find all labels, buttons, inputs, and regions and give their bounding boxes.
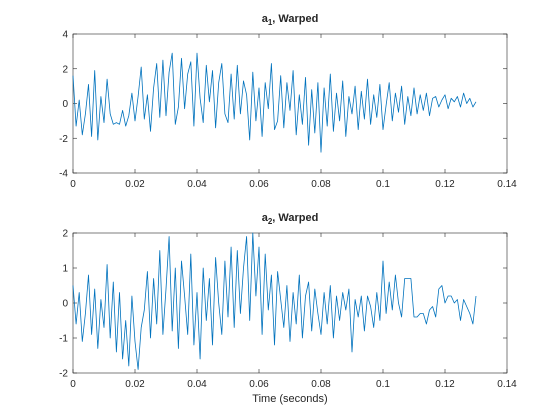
series-line — [72, 52, 477, 153]
y-tick-label: -4 — [59, 169, 68, 180]
x-tick-label: 0.08 — [311, 179, 331, 190]
x-tick-label: 0.1 — [376, 379, 390, 390]
y-tick-label: 0 — [62, 99, 68, 110]
series-line — [72, 232, 477, 370]
axes-2: 0 0.02 0.04 0.06 0.08 0.1 0.12 0.14 -2 -1 0 1 2 a2, W… — [59, 212, 517, 405]
x-tick-label: 0.08 — [311, 379, 331, 390]
x-tick-label: 0.02 — [125, 379, 145, 390]
y-tick-label: 0 — [62, 299, 68, 310]
x-tick-label: 0.12 — [435, 179, 455, 190]
x-tick-label: 0.04 — [187, 379, 207, 390]
axes-1: 0 0.02 0.04 0.06 0.08 0.1 0.12 0.14 -4 -2 0 2 4 a1, W… — [59, 13, 517, 190]
x-tick-label: 0.06 — [249, 379, 269, 390]
x-tick-label: 0 — [70, 179, 76, 190]
x-tick-label: 0.14 — [497, 379, 517, 390]
y-tick-label: 4 — [62, 30, 68, 41]
axes-1-box — [72, 33, 508, 174]
x-tick-label: 0.06 — [249, 179, 269, 190]
y-tick-label: -2 — [59, 369, 68, 380]
axes-2-xlabel: Time (seconds) — [252, 393, 327, 405]
y-tick-label: -1 — [59, 334, 68, 345]
x-tick-label: 0.14 — [497, 179, 517, 190]
y-tick-label: -2 — [59, 134, 68, 145]
y-tick-label: 1 — [62, 264, 68, 275]
x-tick-label: 0 — [70, 379, 76, 390]
x-tick-label: 0.04 — [187, 179, 207, 190]
y-tick-label: 2 — [62, 229, 68, 240]
axes-1-title: a1, Warped — [262, 13, 319, 27]
x-tick-label: 0.12 — [435, 379, 455, 390]
x-tick-label: 0.02 — [125, 179, 145, 190]
axes-2-title: a2, Warped — [262, 212, 319, 226]
axes-2-box — [72, 232, 508, 374]
x-tick-label: 0.1 — [376, 179, 390, 190]
y-tick-label: 2 — [62, 64, 68, 75]
